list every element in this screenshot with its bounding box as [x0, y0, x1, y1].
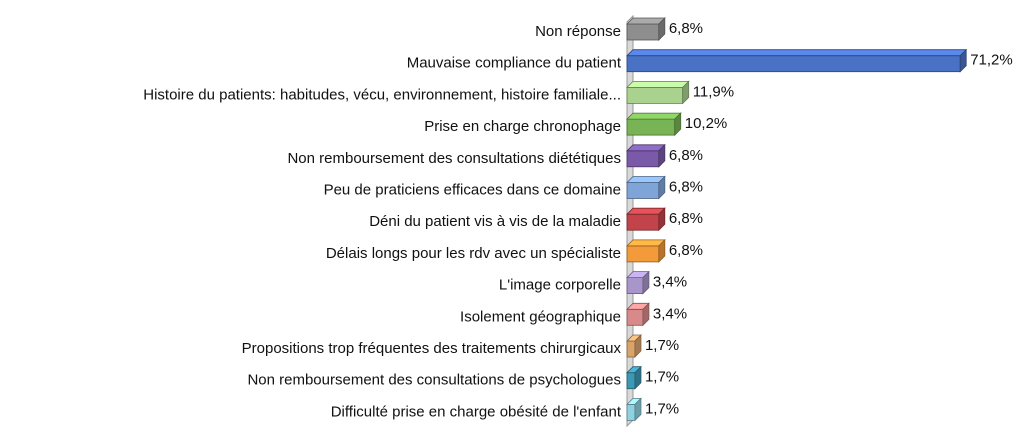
value-label: 10,2%: [685, 115, 728, 132]
bar-top: [626, 112, 682, 120]
bar-side: [642, 302, 650, 327]
value-label: 6,8%: [669, 147, 703, 164]
bar-side: [959, 48, 967, 73]
bar-side: [642, 270, 650, 295]
category-label: Mauvaise compliance du patient: [407, 55, 622, 72]
value-label: 1,7%: [645, 337, 679, 354]
bar: [626, 270, 650, 295]
category-label: Non réponse: [535, 23, 621, 40]
bar: [626, 365, 642, 390]
bar: [626, 175, 666, 200]
value-label: 1,7%: [645, 400, 679, 417]
bar-front: [626, 213, 660, 231]
category-label: Propositions trop fréquentes des traitem…: [242, 340, 622, 357]
bar-front: [626, 403, 636, 421]
bar-front: [626, 340, 636, 358]
value-label: 6,8%: [669, 242, 703, 259]
category-label: Difficulté prise en charge obésité de l'…: [331, 403, 622, 420]
value-label: 6,8%: [669, 210, 703, 227]
category-label: Déni du patient vis à vis de la maladie: [369, 213, 621, 230]
category-label: Isolement géographique: [460, 308, 621, 325]
value-label: 11,9%: [693, 83, 734, 100]
bar-top: [626, 207, 666, 215]
bar-front: [626, 245, 660, 263]
bar: [626, 238, 666, 263]
category-label: Peu de praticiens efficaces dans ce doma…: [324, 181, 621, 198]
value-label: 3,4%: [653, 305, 687, 322]
bar-side: [658, 238, 666, 263]
bar-front: [626, 118, 676, 136]
bar-side: [674, 112, 682, 137]
bar-front: [626, 150, 660, 168]
bar-top: [626, 176, 666, 183]
value-label: 6,8%: [669, 178, 703, 195]
value-label: 6,8%: [669, 20, 703, 37]
bar: [626, 397, 642, 422]
bar-front: [626, 277, 644, 295]
bar-side: [634, 365, 642, 390]
bar-side: [658, 17, 666, 41]
bar-top: [626, 144, 666, 152]
bar: [626, 48, 968, 73]
bar-front: [626, 372, 636, 390]
category-label: Prise en charge chronophage: [424, 118, 621, 135]
category-label: Délais longs pour les rdv avec un spécia…: [326, 245, 621, 262]
value-label: 1,7%: [645, 369, 679, 386]
bar-top: [626, 17, 666, 25]
bar: [626, 302, 650, 327]
bar-front: [626, 182, 660, 199]
bar-front: [626, 87, 684, 104]
bar: [626, 112, 682, 137]
bar-front: [626, 23, 660, 41]
bar-top: [626, 239, 666, 247]
bar-side: [658, 207, 666, 232]
bar-side: [658, 175, 666, 200]
bar: [626, 143, 666, 168]
bar-side: [658, 143, 666, 168]
bar: [626, 207, 666, 232]
bar-side: [682, 80, 690, 105]
bar-top: [626, 81, 690, 88]
value-label: 3,4%: [653, 274, 687, 291]
category-label: L'image corporelle: [499, 277, 621, 294]
category-label: Histoire du patients: habitudes, vécu, e…: [143, 86, 621, 103]
category-label: Non remboursement des consultations de p…: [247, 372, 621, 389]
category-label: Non remboursement des consultations diét…: [287, 150, 621, 167]
bar-front: [626, 308, 644, 326]
bar: [626, 80, 690, 105]
bar: [626, 334, 642, 358]
value-label: 71,2%: [970, 52, 1013, 69]
bar-side: [634, 397, 642, 422]
bar-front: [626, 55, 961, 73]
bar-side: [634, 334, 642, 358]
bar: [626, 17, 666, 41]
bar-top: [626, 49, 968, 57]
